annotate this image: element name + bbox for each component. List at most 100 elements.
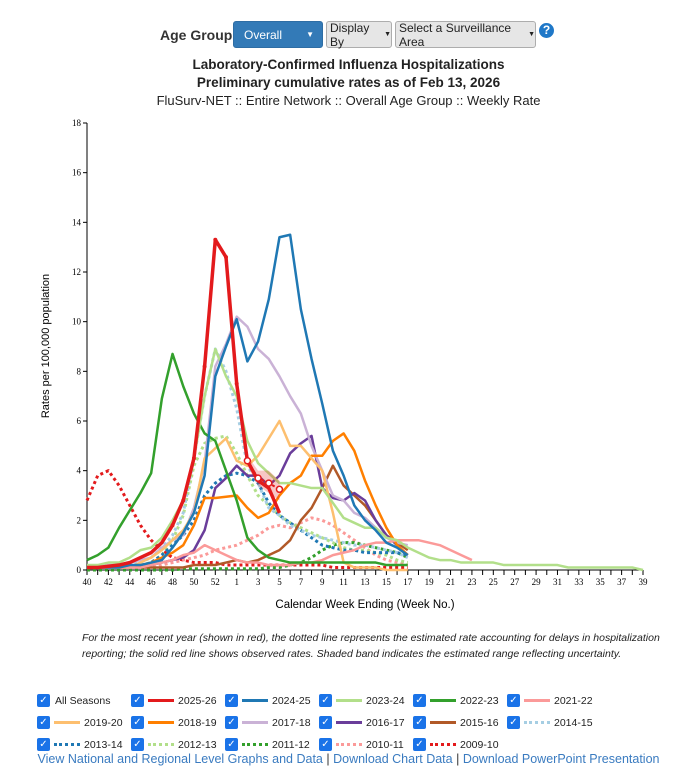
- y-tick-label: 6: [77, 416, 82, 426]
- legend-swatch: [242, 743, 268, 746]
- series-line-2017-18: [87, 315, 409, 569]
- y-tick-label: 16: [72, 168, 82, 178]
- x-tick-label: 17: [403, 577, 413, 587]
- checkbox-checked-icon[interactable]: ✓: [131, 738, 144, 751]
- x-tick-label: 31: [553, 577, 562, 587]
- estimate-point: [243, 456, 252, 465]
- checkbox-checked-icon[interactable]: ✓: [225, 694, 238, 707]
- download-chart-data-link[interactable]: Download Chart Data: [333, 752, 453, 766]
- series-line-2024-25: [87, 233, 409, 569]
- legend-swatch: [430, 743, 456, 746]
- legend-item-2023-24[interactable]: ✓ 2023-24: [319, 694, 405, 707]
- legend-item-2014-15[interactable]: ✓ 2014-15: [507, 716, 593, 729]
- legend-label: 2015-16: [460, 716, 499, 729]
- x-tick-label: 1: [234, 577, 239, 587]
- legend-item-2009-10[interactable]: ✓ 2009-10: [413, 738, 499, 751]
- age-group-value: Overall: [244, 27, 283, 42]
- y-tick-label: 12: [72, 267, 81, 277]
- legend-item-all-seasons[interactable]: ✓ All Seasons: [37, 694, 110, 707]
- checkbox-checked-icon[interactable]: ✓: [131, 694, 144, 707]
- legend-label: 2023-24: [366, 694, 405, 707]
- legend-item-2024-25[interactable]: ✓ 2024-25: [225, 694, 311, 707]
- x-axis-label: Calendar Week Ending (Week No.): [275, 599, 454, 611]
- x-tick-label: 13: [361, 577, 371, 587]
- checkbox-checked-icon[interactable]: ✓: [37, 738, 50, 751]
- download-powerpoint-link[interactable]: Download PowerPoint Presentation: [462, 752, 660, 766]
- series-line-2022-23: [86, 352, 408, 567]
- checkbox-checked-icon[interactable]: ✓: [131, 716, 144, 729]
- y-tick-label: 14: [72, 217, 82, 227]
- legend-label: 2010-11: [366, 738, 404, 751]
- legend-label: 2013-14: [84, 738, 123, 751]
- estimate-point: [265, 479, 273, 487]
- x-tick-label: 48: [168, 577, 178, 587]
- legend-swatch: [242, 699, 268, 702]
- legend-label: 2009-10: [460, 738, 499, 751]
- checkbox-checked-icon[interactable]: ✓: [413, 738, 426, 751]
- series-line-2011-12: [87, 541, 409, 572]
- x-tick-label: 15: [382, 577, 392, 587]
- legend-item-2012-13[interactable]: ✓ 2012-13: [131, 738, 217, 751]
- legend-swatch: [148, 721, 174, 724]
- checkbox-checked-icon[interactable]: ✓: [37, 716, 50, 729]
- legend-swatch: [54, 743, 80, 746]
- legend-swatch: [336, 699, 362, 702]
- legend-swatch: [524, 721, 550, 724]
- checkbox-checked-icon[interactable]: ✓: [37, 694, 50, 707]
- separator: |: [456, 752, 460, 766]
- legend-item-2019-20[interactable]: ✓ 2019-20: [37, 716, 123, 729]
- data-point: [181, 498, 186, 503]
- legend-label: 2021-22: [554, 694, 593, 707]
- x-tick-label: 7: [299, 577, 304, 587]
- checkbox-checked-icon[interactable]: ✓: [413, 716, 426, 729]
- legend-item-2013-14[interactable]: ✓ 2013-14: [37, 738, 123, 751]
- x-tick-label: 9: [320, 577, 325, 587]
- x-tick-label: 46: [147, 577, 157, 587]
- surveillance-area-dropdown[interactable]: Select a Surveillance Area ▼: [395, 21, 536, 49]
- x-tick-label: 21: [446, 577, 455, 587]
- age-group-label: Age Group:: [160, 26, 237, 43]
- help-icon[interactable]: ?: [539, 23, 554, 38]
- legend-item-2015-16[interactable]: ✓ 2015-16: [413, 716, 499, 729]
- legend-item-2021-22[interactable]: ✓ 2021-22: [507, 694, 593, 707]
- checkbox-checked-icon[interactable]: ✓: [319, 716, 332, 729]
- y-tick-label: 4: [77, 466, 82, 476]
- legend-swatch: [336, 721, 362, 724]
- x-tick-label: 44: [125, 577, 135, 587]
- legend-item-2016-17[interactable]: ✓ 2016-17: [319, 716, 405, 729]
- checkbox-checked-icon[interactable]: ✓: [225, 738, 238, 751]
- x-tick-label: 29: [532, 577, 542, 587]
- series-line-2023-24: [87, 347, 644, 572]
- legend-item-2018-19[interactable]: ✓ 2018-19: [131, 716, 217, 729]
- data-point: [213, 237, 218, 242]
- x-tick-label: 27: [510, 577, 520, 587]
- legend-label: 2012-13: [178, 738, 217, 751]
- estimate-line-2025-26: [246, 460, 280, 491]
- y-axis-label: Rates per 100,000 population: [40, 274, 52, 418]
- x-tick-label: 35: [596, 577, 606, 587]
- legend-label: 2011-12: [272, 738, 310, 751]
- legend-swatch: [54, 721, 80, 724]
- age-group-dropdown[interactable]: Overall ▼: [233, 21, 323, 48]
- estimate-point: [254, 474, 262, 482]
- x-tick-label: 3: [256, 577, 261, 587]
- legend-item-2017-18[interactable]: ✓ 2017-18: [225, 716, 311, 729]
- x-tick-label: 37: [617, 577, 627, 587]
- legend-swatch: [242, 721, 268, 724]
- legend-item-2025-26[interactable]: ✓ 2025-26: [131, 694, 217, 707]
- display-by-dropdown[interactable]: Display By ▼: [326, 21, 392, 49]
- checkbox-checked-icon[interactable]: ✓: [413, 694, 426, 707]
- legend-item-2011-12[interactable]: ✓ 2011-12: [225, 738, 310, 751]
- legend-item-2010-11[interactable]: ✓ 2010-11: [319, 738, 404, 751]
- legend-item-2022-23[interactable]: ✓ 2022-23: [413, 694, 499, 707]
- checkbox-checked-icon[interactable]: ✓: [507, 694, 520, 707]
- legend-swatch: [148, 699, 174, 702]
- checkbox-checked-icon[interactable]: ✓: [319, 694, 332, 707]
- checkbox-checked-icon[interactable]: ✓: [225, 716, 238, 729]
- checkbox-checked-icon[interactable]: ✓: [319, 738, 332, 751]
- view-national-regional-link[interactable]: View National and Regional Level Graphs …: [37, 752, 323, 766]
- data-point: [224, 255, 228, 260]
- checkbox-checked-icon[interactable]: ✓: [507, 716, 520, 729]
- caret-down-icon: ▼: [306, 30, 314, 39]
